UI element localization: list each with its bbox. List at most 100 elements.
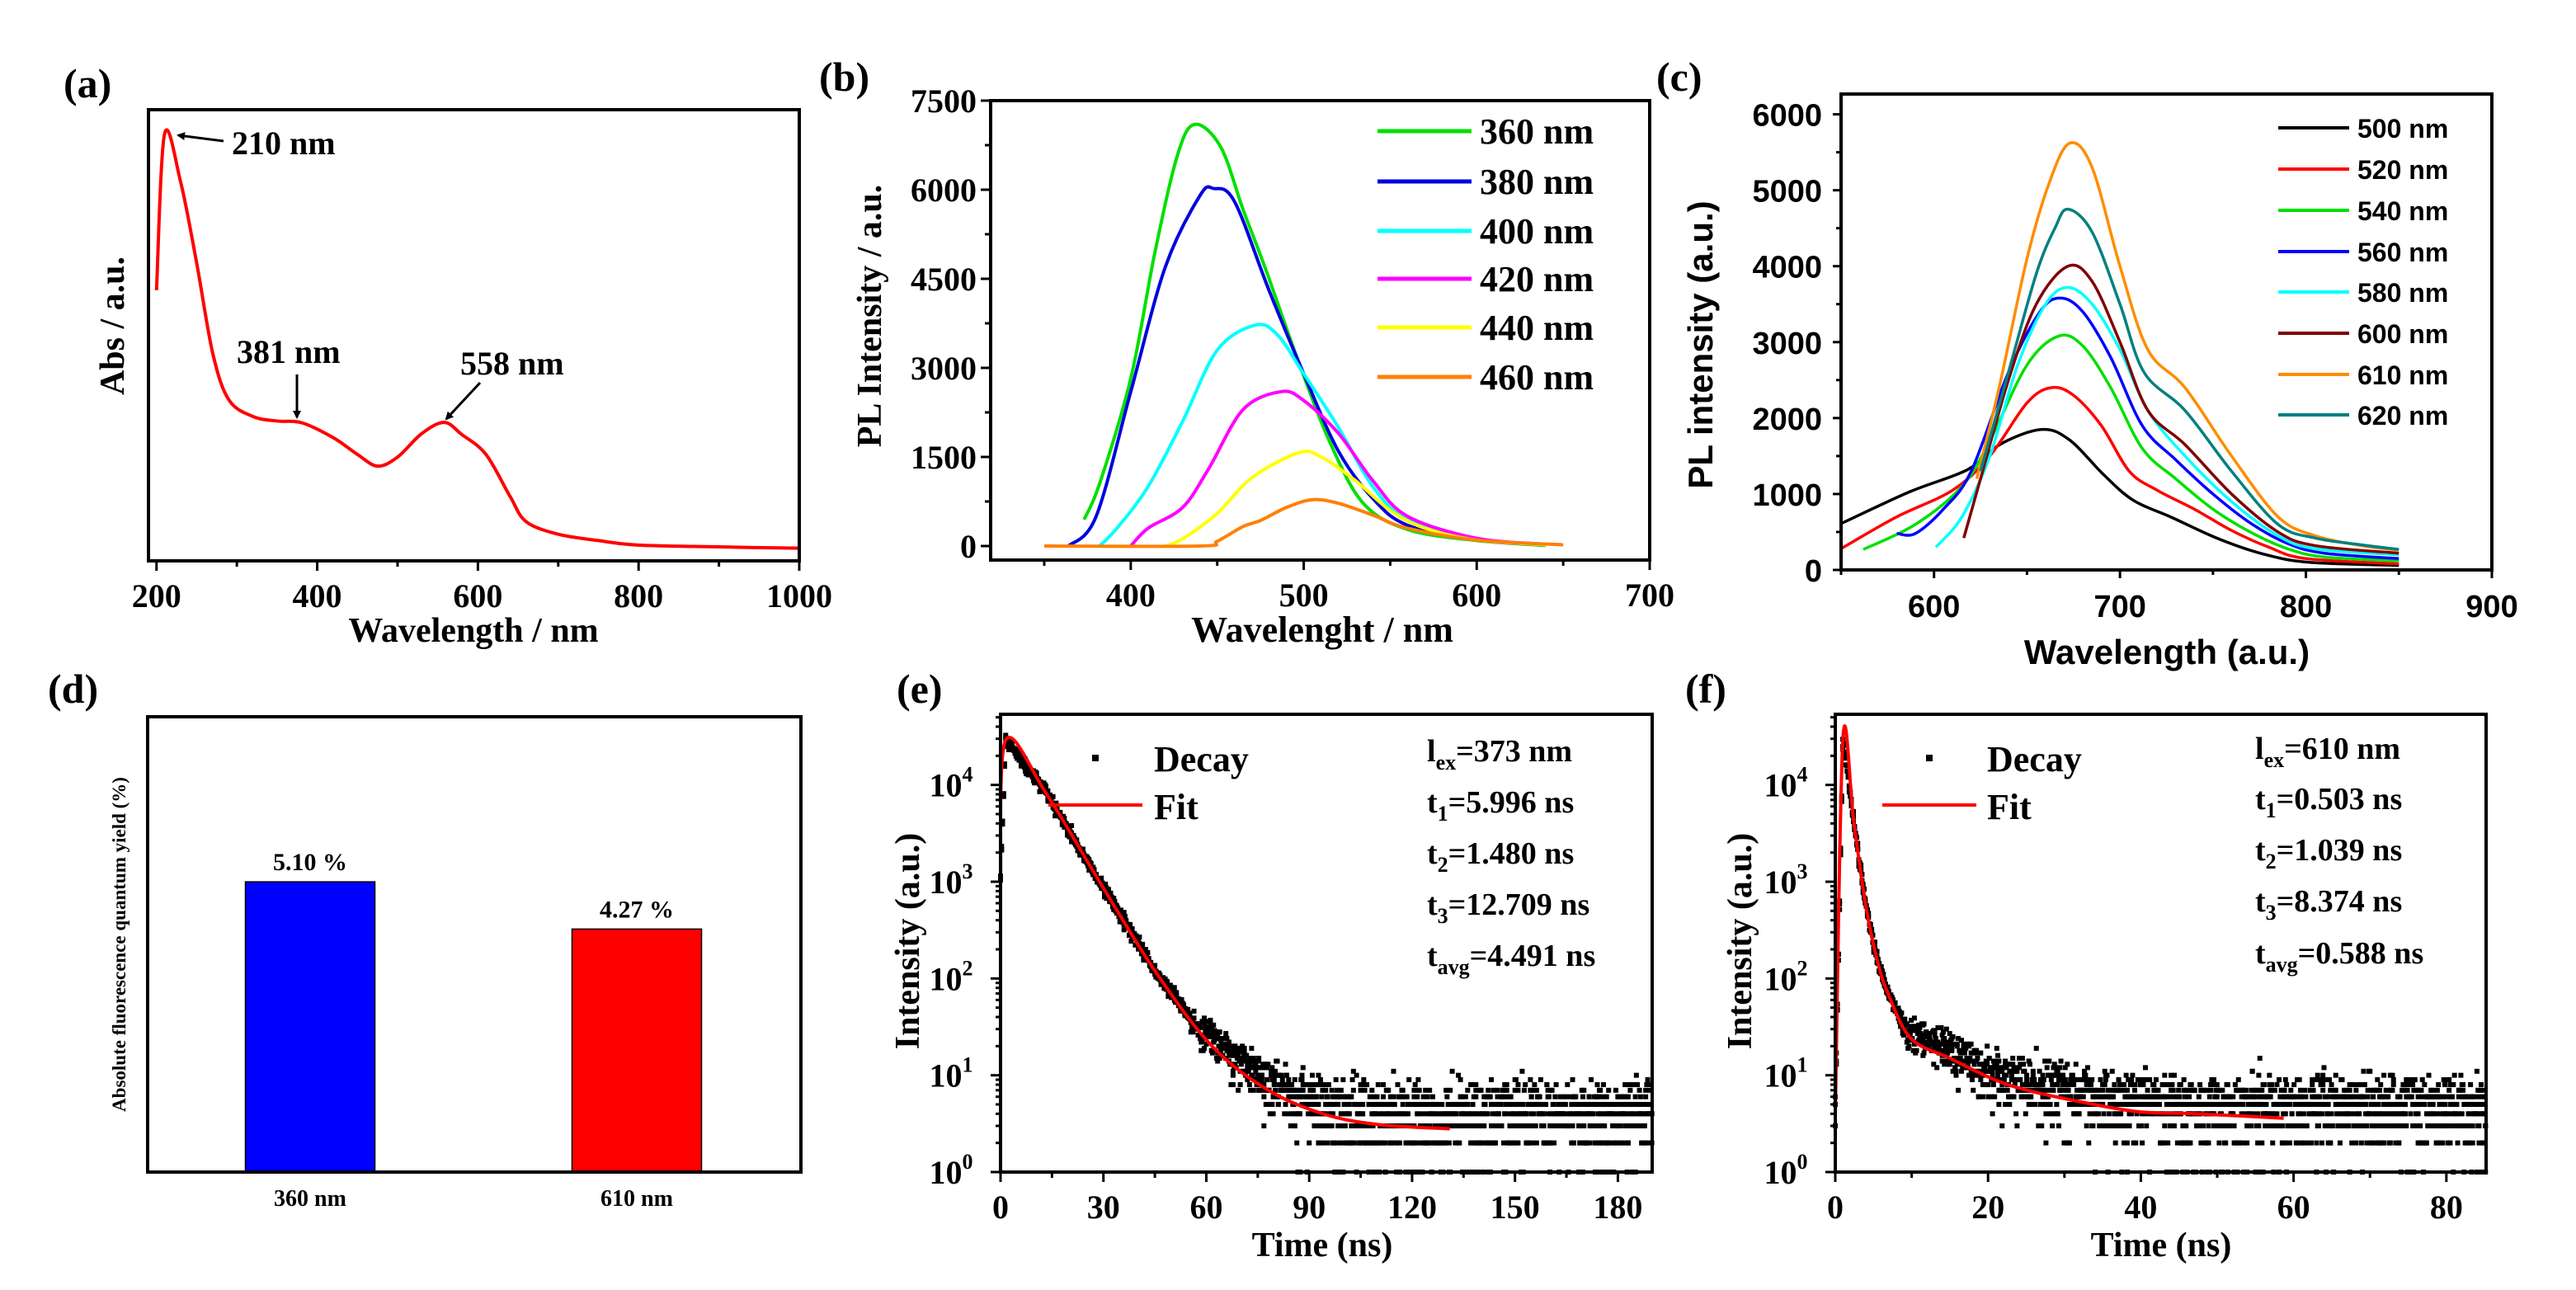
decay-point: [2404, 1123, 2409, 1129]
decay-point: [1963, 1045, 1969, 1051]
decay-point: [2024, 1082, 2030, 1088]
decay-point: [2461, 1123, 2466, 1129]
decay-point: [2446, 1123, 2452, 1129]
decay-point: [2425, 1111, 2431, 1117]
decay-point: [1122, 914, 1128, 920]
decay-point: [2106, 1111, 2112, 1117]
bar-360nm: [244, 881, 376, 1173]
decay-point: [2414, 1123, 2420, 1129]
decay-point: [1286, 1077, 1292, 1083]
decay-point: [2432, 1123, 2438, 1129]
decay-point: [1641, 1111, 1646, 1117]
legend-item-fit: Fit: [1048, 787, 1199, 827]
x-category-label: 360 nm: [274, 1186, 346, 1212]
lifetime-parameter: tavg=4.491 ns: [1427, 939, 1595, 979]
decay-point: [1415, 1077, 1421, 1083]
decay-point: [1954, 1041, 1960, 1047]
decay-point: [2479, 1082, 2484, 1088]
decay-point: [2480, 1101, 2486, 1107]
decay-point: [1932, 1039, 1938, 1045]
decay-point: [1546, 1094, 1552, 1099]
decay-point: [1990, 1082, 1996, 1088]
decay-point: [1881, 972, 1886, 977]
decay-point: [2050, 1082, 2056, 1088]
legend-label: Decay: [1154, 739, 1249, 779]
decay-point: [1349, 1077, 1355, 1083]
decay-point: [1482, 1101, 1488, 1107]
pl-curve-440nm: [1165, 450, 1547, 548]
decay-point: [2162, 1140, 2168, 1146]
decay-point: [1088, 860, 1094, 866]
decay-point: [2130, 1072, 2136, 1078]
decay-point: [1528, 1094, 1534, 1099]
decay-point: [1625, 1140, 1631, 1146]
decay-point: [2249, 1068, 2255, 1074]
decay-point: [2328, 1087, 2333, 1093]
decay-point: [1586, 1094, 1592, 1099]
decay-point: [1985, 1094, 1991, 1099]
decay-point: [2129, 1077, 2135, 1083]
decay-point: [1916, 1028, 1922, 1033]
decay-point: [2353, 1087, 2359, 1093]
decay-point: [2145, 1087, 2150, 1093]
pl-curve-620nm: [1979, 207, 2399, 551]
lifetime-parameter: t2=1.480 ns: [1427, 836, 1574, 877]
decay-point: [2318, 1077, 2324, 1083]
decay-point: [1976, 1072, 1981, 1078]
decay-point: [2109, 1068, 2115, 1074]
decay-point: [2048, 1111, 2054, 1117]
decay-point: [1945, 1050, 1951, 1056]
decay-point: [1338, 1111, 1344, 1117]
decay-point: [1957, 1056, 1963, 1062]
decay-point: [1246, 1082, 1252, 1088]
decay-point: [2102, 1068, 2107, 1074]
decay-point: [1872, 939, 1877, 945]
decay-point: [2399, 1123, 2405, 1129]
decay-point: [2409, 1094, 2414, 1099]
param-subscript: avg: [2266, 953, 2298, 977]
decay-point: [2468, 1082, 2474, 1088]
decay-point: [2397, 1101, 2403, 1107]
decay-point: [2102, 1082, 2107, 1088]
decay-point: [1323, 1087, 1329, 1093]
decay-point: [2282, 1111, 2288, 1117]
decay-point: [1994, 1062, 1999, 1067]
decay-point: [1329, 1087, 1335, 1093]
decay-point: [1488, 1077, 1494, 1083]
decay-point: [2343, 1087, 2349, 1093]
decay-point: [1545, 1087, 1551, 1093]
decay-point: [2055, 1111, 2060, 1117]
decay-point: [1621, 1094, 1627, 1099]
decay-point: [1175, 996, 1181, 1002]
decay-point: [1580, 1094, 1586, 1099]
decay-point: [2216, 1087, 2222, 1093]
decay-point: [2376, 1140, 2382, 1146]
decay-point: [2202, 1087, 2207, 1093]
decay-point: [1238, 1062, 1244, 1067]
decay-point: [1208, 1017, 1213, 1023]
decay-point: [1954, 1062, 1960, 1067]
decay-point: [1470, 1101, 1476, 1107]
decay-point: [2074, 1087, 2080, 1093]
y-tick-label: 104: [930, 763, 973, 804]
decay-point: [2297, 1087, 2303, 1093]
decay-point: [2012, 1082, 2018, 1088]
decay-point: [2197, 1082, 2203, 1088]
decay-point: [2442, 1082, 2447, 1088]
decay-point: [1313, 1094, 1319, 1099]
decay-point: [2313, 1094, 2319, 1099]
decay-point: [2241, 1111, 2247, 1117]
decay-point: [2073, 1101, 2079, 1107]
decay-point: [1203, 1019, 1209, 1024]
decay-point: [1321, 1140, 1326, 1146]
decay-point: [2430, 1087, 2436, 1093]
decay-point: [2095, 1087, 2101, 1093]
y-tick-label: 1000: [1752, 478, 1822, 513]
decay-point: [1573, 1094, 1579, 1099]
decay-point: [1298, 1094, 1304, 1099]
decay-point: [1515, 1082, 1521, 1088]
decay-point: [1201, 1015, 1207, 1021]
decay-point: [2184, 1087, 2190, 1093]
decay-point: [1406, 1101, 1412, 1107]
decay-point: [2000, 1065, 2006, 1071]
